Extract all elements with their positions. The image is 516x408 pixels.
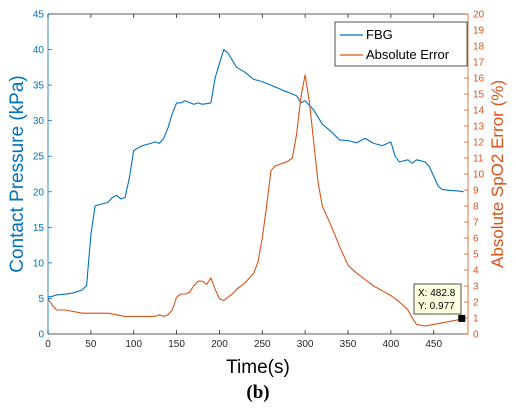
y-axis-right-label: Absolute SpO2 Error (%) [488, 80, 507, 268]
y-right-tick-label: 4 [473, 266, 479, 277]
x-tick-label: 350 [340, 339, 357, 350]
x-tick-label: 0 [45, 339, 51, 350]
x-tick-label: 450 [425, 339, 442, 350]
y-right-tick-label: 13 [473, 122, 485, 133]
y-axis-left-label: Contact Pressure (kPa) [7, 75, 28, 272]
y-right-tick-label: 11 [473, 154, 484, 165]
y-right-tick-label: 17 [473, 58, 485, 69]
y-right-tick-label: 9 [473, 186, 479, 197]
series-line-fbg [47, 49, 464, 298]
y-right-tick-label: 3 [473, 282, 479, 293]
legend-label-fbg: FBG [366, 27, 393, 42]
y-right-tick-label: 2 [473, 298, 479, 309]
y-left-tick-label: 15 [33, 223, 45, 234]
legend-label-absolute-error: Absolute Error [366, 47, 450, 62]
y-right-tick-label: 8 [473, 202, 479, 213]
y-left-tick-label: 35 [33, 81, 45, 92]
series-layer [47, 49, 464, 327]
y-left-tick-label: 25 [33, 152, 45, 163]
x-tick-label: 200 [211, 339, 228, 350]
y-left-tick-label: 40 [33, 45, 45, 56]
series-line-absolute-error [47, 74, 463, 327]
x-tick-label: 250 [254, 339, 271, 350]
y-right-tick-label: 19 [473, 26, 485, 37]
x-tick-label: 400 [383, 339, 400, 350]
y-right-tick-label: 7 [473, 218, 479, 229]
y-left-tick-label: 10 [33, 258, 45, 269]
y-right-tick-label: 1 [473, 314, 479, 325]
figure-caption: (b) [246, 382, 269, 403]
y-right-tick-label: 15 [473, 90, 485, 101]
y-right-tick-label: 14 [473, 106, 485, 117]
x-tick-label: 150 [168, 339, 185, 350]
x-axis-label: Time(s) [226, 357, 290, 378]
y-left-tick-label: 20 [33, 187, 45, 198]
y-right-tick-label: 0 [473, 330, 479, 341]
datatip-x-label: X: 482.8 [418, 288, 456, 299]
x-tick-label: 100 [125, 339, 142, 350]
y-left-tick-label: 45 [33, 10, 45, 21]
datatip-y-label: Y: 0.977 [418, 301, 455, 312]
legend-box [334, 21, 468, 67]
plot-area [48, 14, 468, 334]
y-right-tick-label: 6 [473, 234, 479, 245]
x-tick-label: 50 [85, 339, 97, 350]
y-right-tick-label: 20 [473, 10, 485, 21]
y-left-tick-label: 30 [33, 116, 45, 127]
y-right-tick-label: 5 [473, 250, 479, 261]
datatip[interactable]: X: 482.8 Y: 0.977 [413, 283, 466, 322]
y-left-tick-label: 0 [38, 330, 44, 341]
y-right-tick-label: 10 [473, 170, 485, 181]
y-right-tick-label: 18 [473, 42, 485, 53]
legend: FBG Absolute Error [334, 21, 468, 67]
y-right-tick-label: 16 [473, 74, 485, 85]
datatip-marker[interactable] [458, 314, 466, 322]
y-right-tick-label: 12 [473, 138, 485, 149]
datatip-box [413, 283, 462, 315]
x-tick-label: 300 [297, 339, 314, 350]
y-left-tick-label: 5 [38, 294, 44, 305]
ticks-layer: 0 50 100 150 200 250 300 350 400 4500510152025303… [33, 10, 485, 351]
